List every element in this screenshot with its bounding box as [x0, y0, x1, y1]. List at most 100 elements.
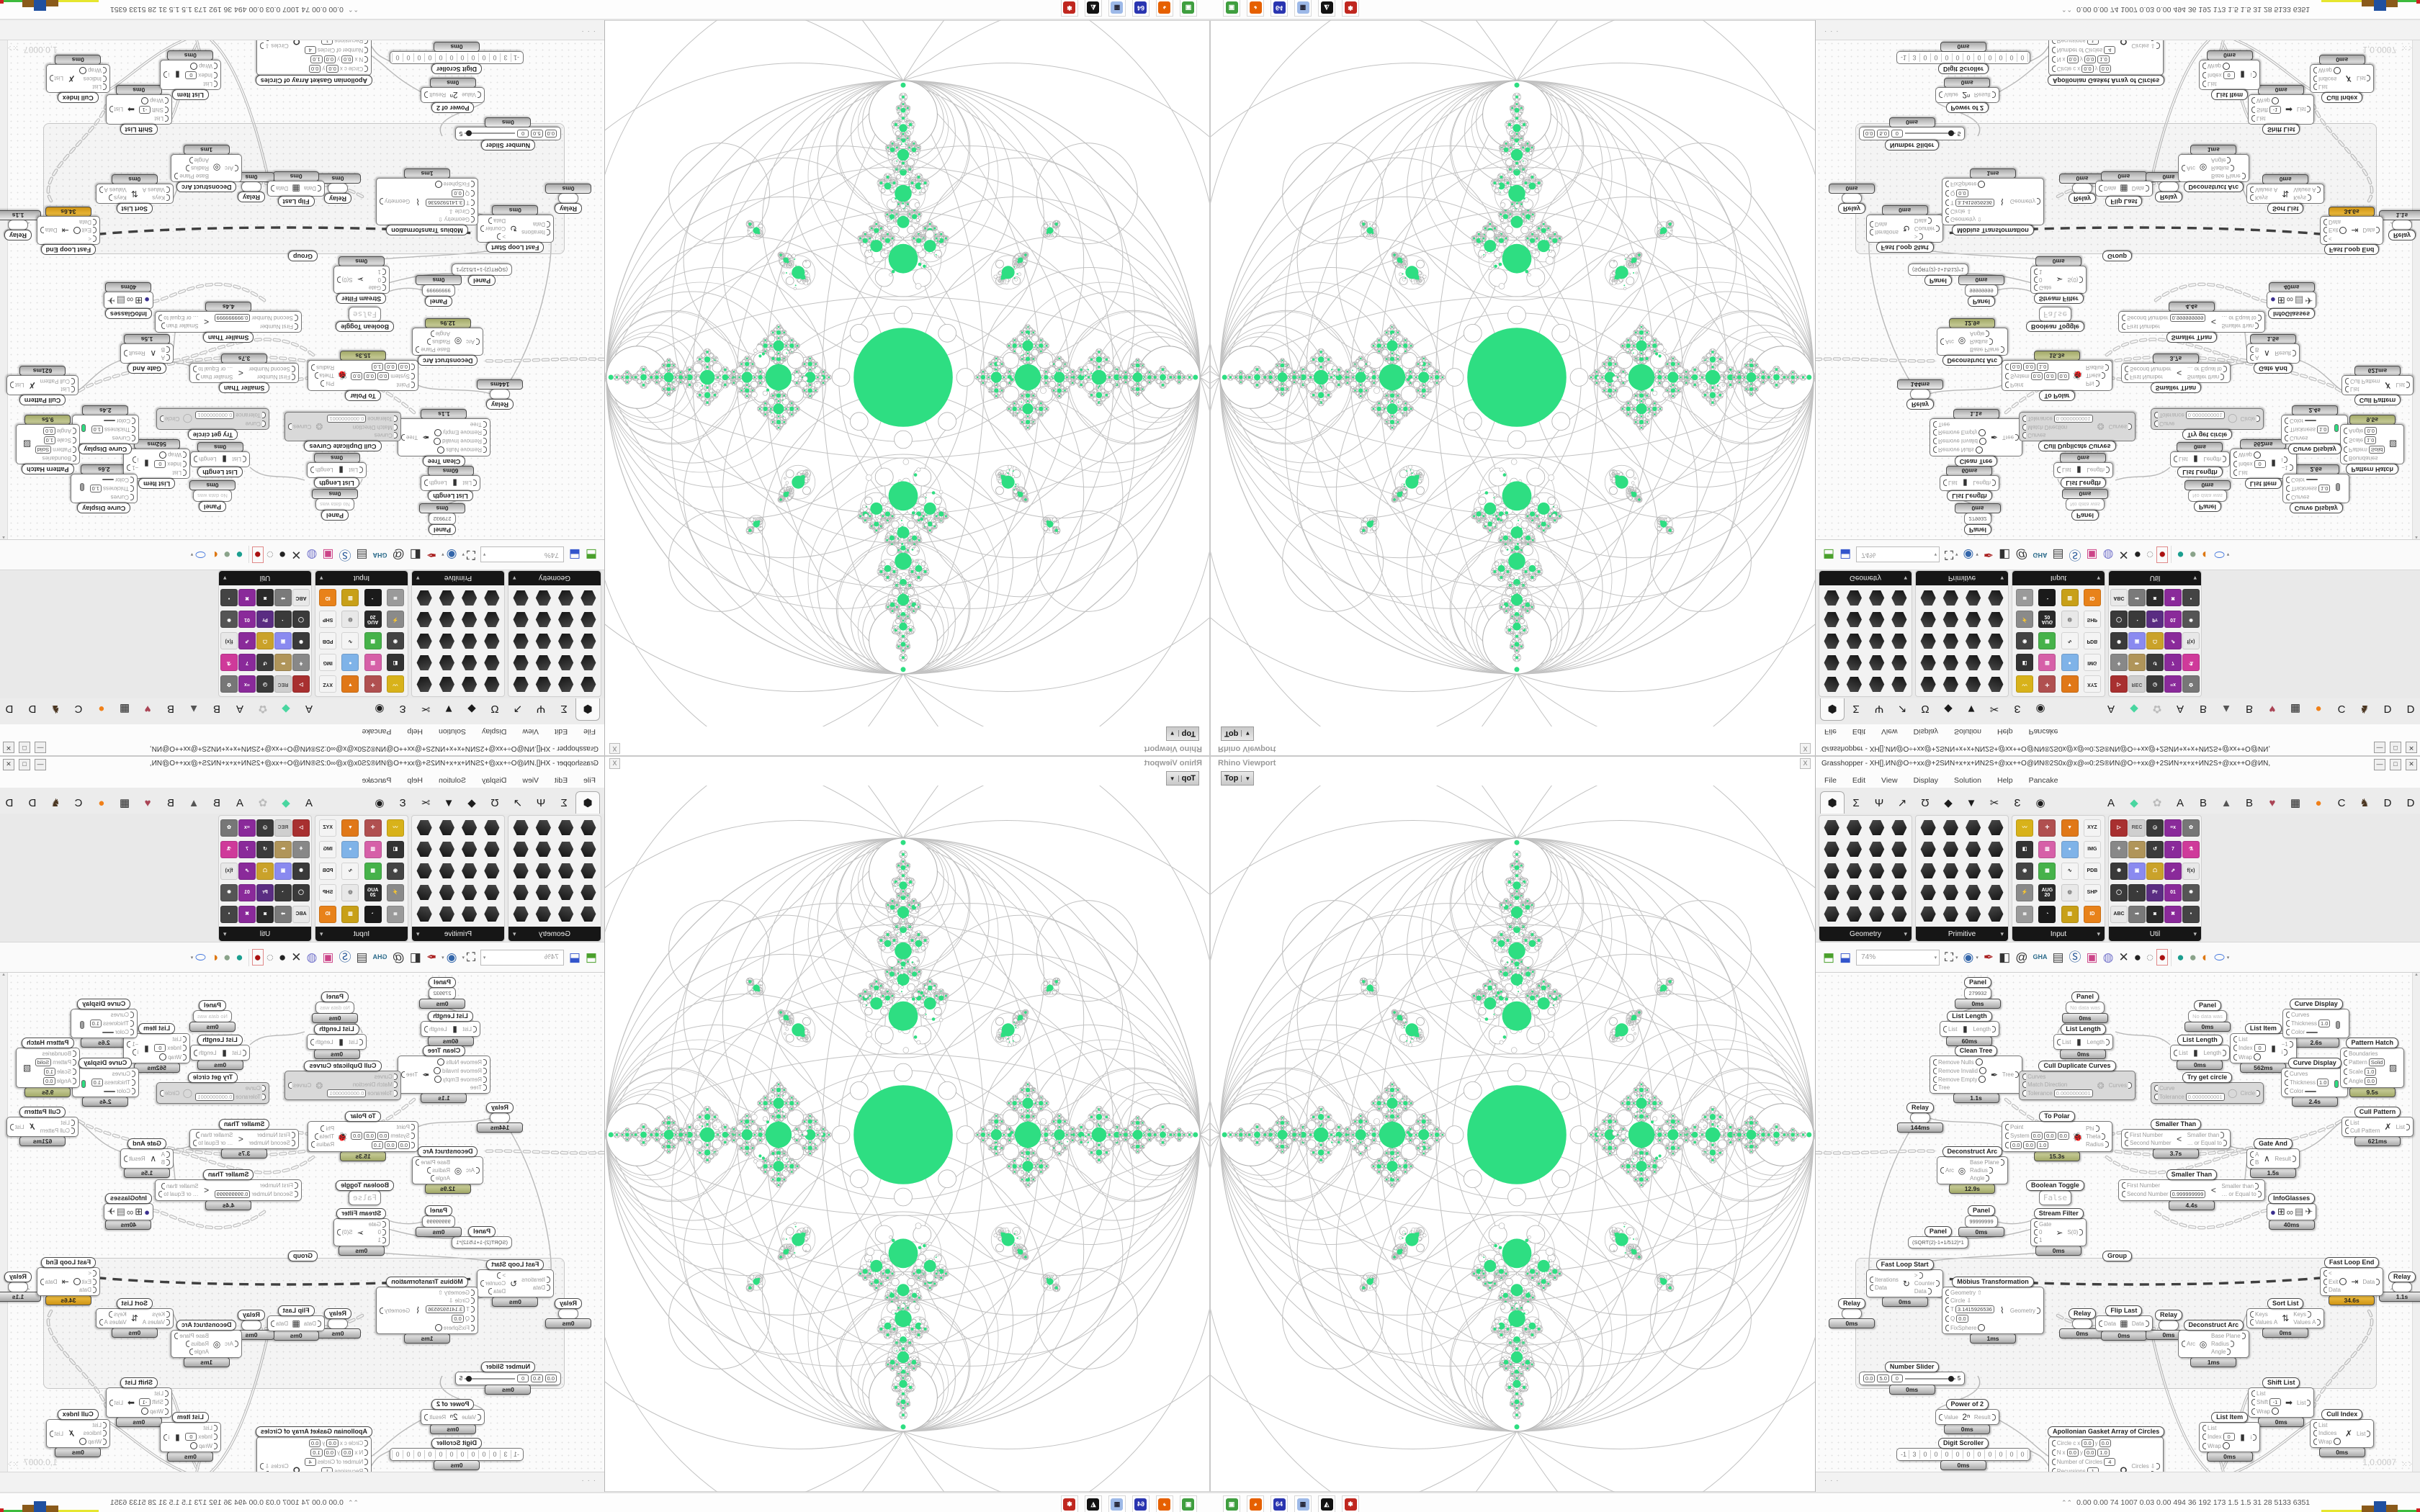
plugin-tab-13[interactable]: D — [0, 698, 21, 720]
zoom-level-field[interactable]: 74% ▾ — [480, 949, 564, 966]
palette-icon[interactable] — [558, 634, 574, 649]
node-canvas[interactable]: Group 1,0.0007 ⁙⁙ Panel 279932 0ms List Len… — [1816, 40, 2420, 539]
menu-item-view[interactable]: View — [1881, 776, 1898, 785]
component-tab-6[interactable]: ▼ — [1960, 792, 1983, 814]
palette-icon[interactable] — [535, 677, 551, 693]
palette-icon[interactable]: PDB — [2083, 632, 2101, 650]
menu-item-edit[interactable]: Edit — [555, 728, 568, 737]
palette-icon[interactable] — [1891, 841, 1907, 858]
palette-icon[interactable]: ⚗ — [220, 654, 238, 672]
plugin-tab-13[interactable]: D — [2399, 792, 2420, 814]
menu-item-display[interactable]: Display — [1914, 776, 1938, 785]
wolf-icon[interactable]: ◭ — [1318, 0, 1335, 17]
palette-icon[interactable] — [484, 820, 500, 836]
palette-icon[interactable] — [1824, 819, 1839, 836]
menu-item-help[interactable]: Help — [1997, 776, 2013, 785]
gh-node-fast-loop-end[interactable]: Fast Loop End < Exit Data ⇥ Data 34.6s — [36, 1257, 100, 1305]
palette-icon[interactable]: ◉ — [2016, 632, 2034, 650]
wire-pen-icon[interactable]: ✒ — [426, 950, 436, 964]
close-button[interactable]: ✕ — [2406, 759, 2417, 770]
gh-node-relay[interactable]: Relay 144ms — [477, 379, 523, 410]
doc-icon[interactable]: ▤ — [2052, 548, 2063, 562]
wire-pen-icon[interactable]: ✒ — [1984, 951, 1994, 963]
palette-icon[interactable] — [1920, 612, 1936, 628]
chevron-down-icon[interactable]: ▾ — [1955, 955, 1958, 960]
palette-icon[interactable] — [462, 590, 478, 606]
gh-node-panel[interactable]: Panel 279932 0ms — [1955, 503, 2001, 535]
gh-node-boolean-toggle[interactable]: Boolean Toggle False — [336, 1180, 394, 1205]
palette-icon[interactable] — [1869, 677, 1885, 693]
palette-icon[interactable] — [439, 655, 454, 671]
plugin-tab-1[interactable]: ◆ — [274, 792, 297, 814]
palette-icon[interactable] — [1824, 841, 1839, 858]
palette-icon[interactable]: ▥ — [341, 905, 359, 923]
palette-label-util[interactable]: Util ▾ — [2109, 927, 2201, 941]
palette-icon[interactable] — [1942, 863, 1958, 879]
palette-icon[interactable]: ▼ — [2061, 675, 2079, 693]
palette-icon[interactable]: SHP — [319, 611, 337, 629]
capture-tool-icon[interactable]: ▣ — [1180, 1495, 1197, 1512]
palette-icon[interactable]: ∿ — [341, 862, 359, 880]
palette-icon[interactable]: ⇗ — [2164, 632, 2182, 650]
plugin-tab-5[interactable]: ▲ — [182, 698, 205, 720]
gh-node-panel[interactable]: Panel No data was 0ms — [312, 489, 358, 521]
menu-item-pancake[interactable]: Pancake — [362, 728, 392, 737]
palette-icon[interactable] — [439, 612, 454, 628]
mention-icon[interactable]: @ — [2015, 951, 2027, 963]
palette-label-primitive[interactable]: Primitive ▾ — [1916, 571, 2008, 585]
gh-node-try-get-circle[interactable]: Try get circle Curve Tolerance 0.0000000001… — [2151, 408, 2264, 440]
grasshopper-titlebar[interactable]: Grasshopper - XH[].ИN@O÷+xx@+2SИN+x+x+ИN… — [0, 739, 604, 755]
preview-shaded-icon[interactable]: ● — [2156, 949, 2169, 966]
sphere-teal-icon[interactable]: ● — [2177, 548, 2184, 562]
palette-icon[interactable] — [1942, 590, 1958, 606]
palette-icon[interactable] — [416, 842, 432, 858]
gh-node-power-of-2[interactable]: Power of 2 Value 2ⁿ Result 0ms — [1935, 78, 1999, 113]
plugin-tab-2[interactable]: ✿ — [251, 792, 274, 814]
gh-node-cull-pattern[interactable]: Cull Pattern List Cull Pattern ✗ List 621ms — [2341, 366, 2414, 405]
palette-icon[interactable] — [484, 863, 500, 879]
palette-icon[interactable]: 〰 — [2016, 819, 2034, 837]
component-tab-9[interactable]: ◉ — [2029, 792, 2052, 814]
gh-node-smaller-than[interactable]: Smaller Than First Number Second Number < Smal… — [189, 1119, 299, 1158]
component-tab-0[interactable]: ⬢ — [575, 698, 600, 721]
palette-icon[interactable]: ↺ — [256, 840, 274, 858]
palette-icon[interactable]: ◔ — [274, 611, 292, 629]
viewport-close-icon[interactable]: X — [609, 743, 620, 754]
component-tab-3[interactable]: ↗ — [1891, 698, 1914, 720]
palette-icon[interactable]: ✏ — [2128, 654, 2146, 672]
palette-icon[interactable] — [581, 612, 596, 628]
gh-node-to-polar[interactable]: To Polar Point System 0.0 0.0 0.0 0.0 0.0 1.0 🐞 Ph… — [308, 1111, 418, 1161]
palette-icon[interactable] — [558, 820, 574, 836]
grasshopper-titlebar[interactable]: Grasshopper - XH[].ИN@O÷+xx@+2SИN+x+x+ИN… — [0, 757, 604, 773]
sphere-teal-icon[interactable]: ● — [236, 548, 243, 562]
palette-icon[interactable]: ☖ — [256, 632, 274, 650]
gh-node-shift-list[interactable]: Shift List List Shift -1 Wrap ➡ List 0ms — [2248, 1377, 2315, 1427]
component-tab-4[interactable]: Ʊ — [483, 792, 506, 814]
palette-icon[interactable] — [513, 842, 529, 858]
palette-icon[interactable]: ◎ — [341, 883, 359, 901]
sphere-gray-icon[interactable]: ● — [223, 950, 230, 964]
palette-icon[interactable] — [558, 677, 574, 693]
gh-node-cull-index[interactable]: Cull Index List Indices Wrap ✗ List 0ms — [2310, 1409, 2375, 1457]
menu-item-solution[interactable]: Solution — [439, 776, 466, 785]
expand-chevron-icon[interactable]: ⌃⌃ — [2061, 6, 2072, 13]
palette-label-primitive[interactable]: Primitive ▾ — [412, 927, 504, 941]
gh-node-stream-filter[interactable]: Stream Filter Gate 0 1 ➢ S(0) 0ms — [333, 1208, 390, 1256]
palette-icon[interactable]: ≡x — [238, 675, 256, 693]
gh-node-apollonian-gasket-array-of-circles[interactable]: Apollonian Gasket Array of Circles Circle… — [255, 1426, 372, 1472]
palette-icon[interactable] — [439, 590, 454, 606]
palette-icon[interactable]: ⚡ — [386, 611, 404, 629]
palette-icon[interactable] — [535, 655, 551, 671]
canvas-grid-widget-icon[interactable]: ⁙⁙ — [2401, 1461, 2415, 1469]
palette-icon[interactable]: ⚗ — [220, 840, 238, 858]
calculator-icon[interactable]: ▦ — [1294, 1495, 1312, 1512]
gh-node-panel[interactable]: Panel No data was 0ms — [2062, 991, 2108, 1023]
palette-icon[interactable]: XYZ — [2083, 819, 2101, 837]
palette-icon[interactable]: REC — [274, 675, 292, 693]
gh-node-digit-scroller[interactable]: Digit Scroller -1 3 0 0 0 0 0 0 0 0 0 0 0ms — [390, 42, 524, 74]
palette-icon[interactable] — [1920, 884, 1936, 901]
canvas-ellipsis[interactable]: · · · — [581, 1477, 596, 1485]
gh-node-apollonian-gasket-array-of-circles[interactable]: Apollonian Gasket Array of Circles Circle… — [255, 40, 372, 86]
plugin-tab-5[interactable]: ▲ — [2215, 792, 2238, 814]
palette-icon[interactable] — [1988, 841, 2004, 858]
